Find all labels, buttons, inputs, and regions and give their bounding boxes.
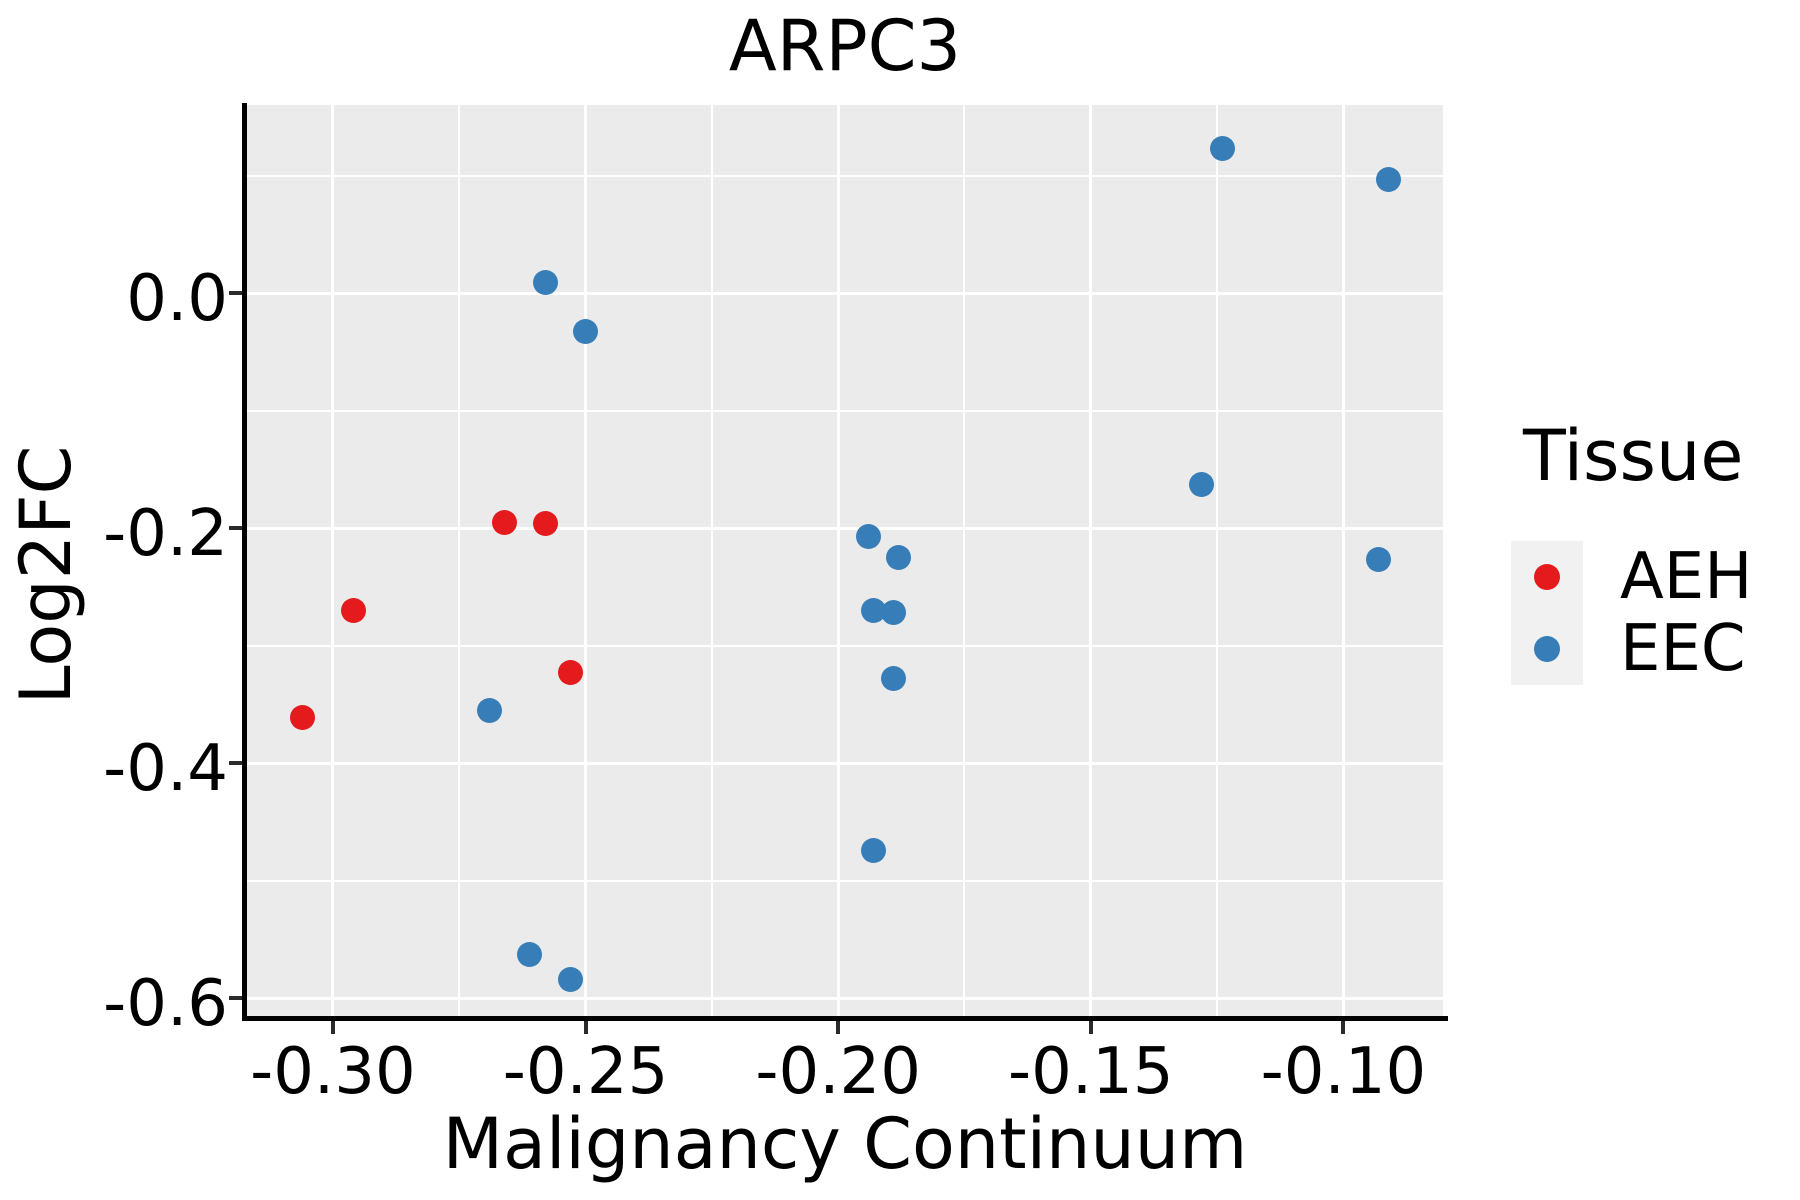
- y-minor-gridline: [247, 409, 1443, 412]
- y-axis-spine: [242, 103, 247, 1021]
- legend-title: Tissue: [1523, 415, 1744, 497]
- data-point-eec: [1209, 135, 1235, 161]
- x-tick: [836, 1021, 841, 1034]
- x-axis-spine: [242, 1016, 1448, 1021]
- y-major-gridline: [247, 996, 1443, 1000]
- legend-label-aeh: AEH: [1620, 540, 1753, 614]
- data-point-eec: [881, 666, 907, 692]
- data-point-eec: [1366, 547, 1392, 573]
- x-tick: [330, 1021, 335, 1034]
- data-point-eec: [886, 544, 912, 570]
- y-tick: [229, 526, 242, 531]
- data-point-eec: [861, 837, 887, 863]
- y-major-gridline: [247, 526, 1443, 530]
- y-tick-label: -0.2: [103, 497, 228, 572]
- data-point-eec: [1189, 472, 1215, 498]
- data-point-aeh: [290, 704, 316, 730]
- y-tick: [229, 761, 242, 766]
- y-tick: [229, 291, 242, 296]
- x-axis-label: Malignancy Continuum: [442, 1103, 1248, 1185]
- data-point-eec: [881, 600, 907, 626]
- x-major-gridline: [584, 105, 588, 1017]
- y-tick: [229, 996, 242, 1001]
- x-tick: [1088, 1021, 1093, 1034]
- data-point-eec: [557, 966, 583, 992]
- x-minor-gridline: [963, 105, 966, 1017]
- y-minor-gridline: [247, 174, 1443, 177]
- x-tick-label: -0.30: [250, 1035, 416, 1109]
- data-point-eec: [477, 697, 503, 723]
- y-tick-label: -0.4: [103, 732, 228, 807]
- y-minor-gridline: [247, 644, 1443, 647]
- data-point-aeh: [492, 509, 518, 535]
- legend-dot-aeh: [1534, 564, 1560, 590]
- legend-key-aeh: [1511, 541, 1583, 613]
- y-axis-label: Log2FC: [5, 445, 87, 705]
- chart-title: ARPC3: [728, 4, 962, 87]
- x-tick: [1341, 1021, 1346, 1034]
- x-major-gridline: [1089, 105, 1093, 1017]
- data-point-eec: [532, 269, 558, 295]
- x-tick-label: -0.15: [1008, 1035, 1174, 1109]
- data-point-eec: [855, 523, 881, 549]
- y-minor-gridline: [247, 879, 1443, 882]
- data-point-eec: [1376, 166, 1402, 192]
- legend-key-eec: [1511, 613, 1583, 685]
- x-tick: [583, 1021, 588, 1034]
- legend-label-eec: EEC: [1620, 612, 1746, 686]
- y-major-gridline: [247, 761, 1443, 765]
- x-major-gridline: [1341, 105, 1345, 1017]
- plot-panel: [247, 105, 1443, 1017]
- x-minor-gridline: [458, 105, 461, 1017]
- x-major-gridline: [836, 105, 840, 1017]
- x-tick-label: -0.25: [502, 1035, 669, 1109]
- y-tick-label: 0.0: [126, 262, 228, 337]
- y-tick-label: -0.6: [103, 967, 228, 1042]
- legend-dot-eec: [1534, 636, 1560, 662]
- y-major-gridline: [247, 291, 1443, 295]
- x-tick-label: -0.10: [1260, 1035, 1427, 1109]
- data-point-eec: [517, 942, 543, 968]
- data-point-eec: [573, 319, 599, 345]
- x-minor-gridline: [1216, 105, 1219, 1017]
- data-point-aeh: [557, 660, 583, 686]
- x-tick-label: -0.20: [755, 1035, 921, 1109]
- x-minor-gridline: [710, 105, 713, 1017]
- data-point-aeh: [532, 510, 558, 536]
- x-major-gridline: [331, 105, 335, 1017]
- data-point-aeh: [340, 597, 366, 623]
